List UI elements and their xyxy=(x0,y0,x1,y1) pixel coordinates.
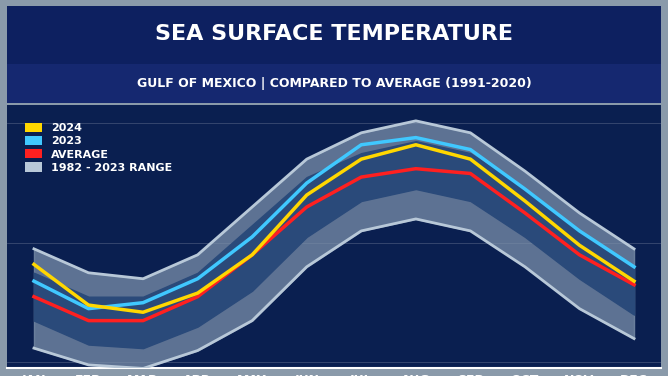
Text: GULF OF MEXICO | COMPARED TO AVERAGE (1991-2020): GULF OF MEXICO | COMPARED TO AVERAGE (19… xyxy=(137,77,531,90)
Legend: 2024, 2023, AVERAGE, 1982 - 2023 RANGE: 2024, 2023, AVERAGE, 1982 - 2023 RANGE xyxy=(19,116,179,180)
Text: SEA SURFACE TEMPERATURE: SEA SURFACE TEMPERATURE xyxy=(155,24,513,44)
